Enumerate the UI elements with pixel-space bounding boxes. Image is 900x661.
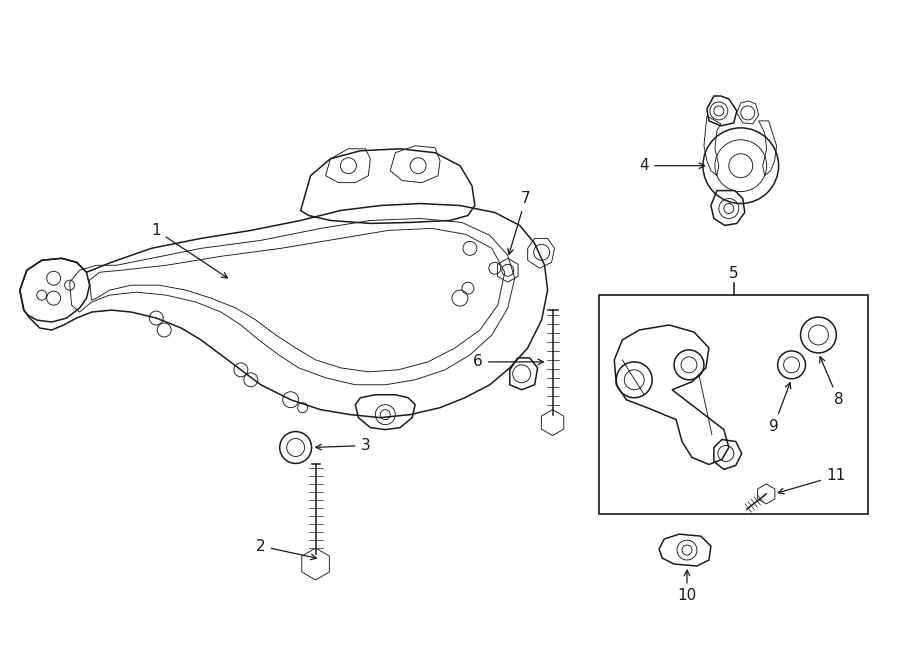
Bar (599, 295, 868, 514)
Text: 5: 5 (729, 266, 739, 281)
Text: 10: 10 (678, 588, 697, 603)
Text: 11: 11 (778, 469, 845, 494)
Text: 9: 9 (769, 383, 791, 434)
Text: 7: 7 (508, 191, 530, 254)
Text: 8: 8 (820, 357, 843, 407)
Text: 1: 1 (151, 223, 228, 278)
Text: 2: 2 (256, 539, 317, 560)
Text: 3: 3 (316, 438, 370, 453)
Text: 4: 4 (640, 158, 705, 173)
Text: 6: 6 (473, 354, 544, 369)
